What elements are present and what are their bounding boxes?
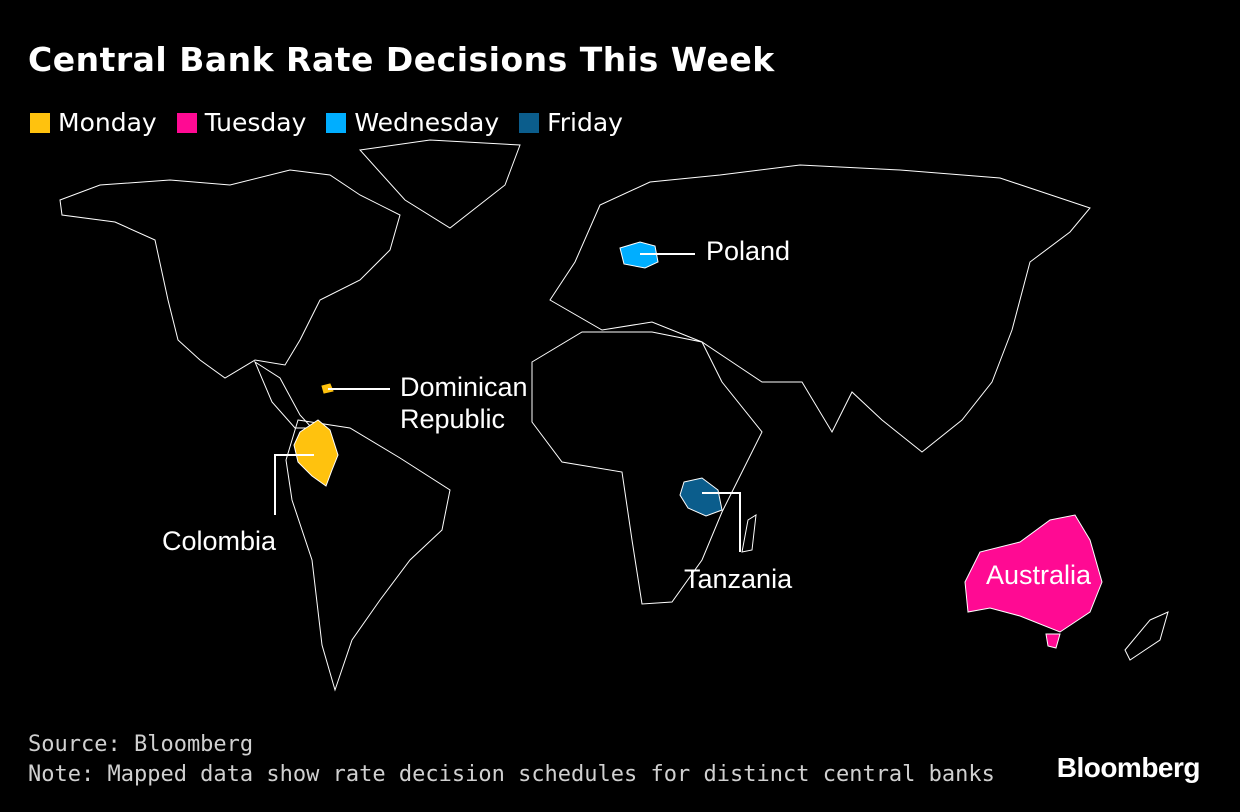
colombia <box>293 419 339 487</box>
legend: Monday Tuesday Wednesday Friday <box>30 108 623 137</box>
bloomberg-logo: Bloomberg <box>1056 752 1201 783</box>
legend-label: Tuesday <box>204 108 307 137</box>
label-colombia: Colombia <box>162 526 277 556</box>
swatch-monday <box>30 112 50 133</box>
label-poland: Poland <box>706 236 791 266</box>
footer: Source: Bloomberg Note: Mapped data show… <box>28 730 995 790</box>
madagascar <box>741 514 757 553</box>
source-note: Source: Bloomberg <box>28 732 254 757</box>
label-australia: Australia <box>986 560 1092 590</box>
leader-lines <box>274 253 741 552</box>
poland <box>619 241 659 269</box>
eurasia <box>549 164 1091 453</box>
label-tanzania: Tanzania <box>684 564 793 594</box>
label-dominican-1: Dominican <box>400 372 528 402</box>
legend-label: Wednesday <box>354 108 500 137</box>
note: Note: Mapped data show rate decision sch… <box>28 762 995 787</box>
legend-friday: Friday <box>519 108 623 137</box>
tasmania <box>1045 633 1061 649</box>
swatch-friday <box>519 112 540 133</box>
label-dominican-2: Republic <box>400 404 506 434</box>
legend-tuesday: Tuesday <box>176 108 307 137</box>
legend-monday: Monday <box>30 108 157 137</box>
legend-label: Friday <box>547 108 623 137</box>
north-america <box>59 169 401 379</box>
central-america <box>253 360 314 429</box>
south-america <box>285 419 451 692</box>
swatch-wednesday <box>326 112 347 133</box>
tanzania <box>679 477 723 517</box>
dominican-republic <box>321 383 334 394</box>
australia <box>964 514 1103 633</box>
legend-label: Monday <box>58 108 157 137</box>
greenland <box>359 139 521 229</box>
swatch-tuesday <box>176 112 197 133</box>
legend-wednesday: Wednesday <box>326 108 499 137</box>
africa <box>531 331 763 605</box>
new-zealand <box>1124 611 1169 661</box>
chart-title: Central Bank Rate Decisions This Week <box>28 40 775 79</box>
